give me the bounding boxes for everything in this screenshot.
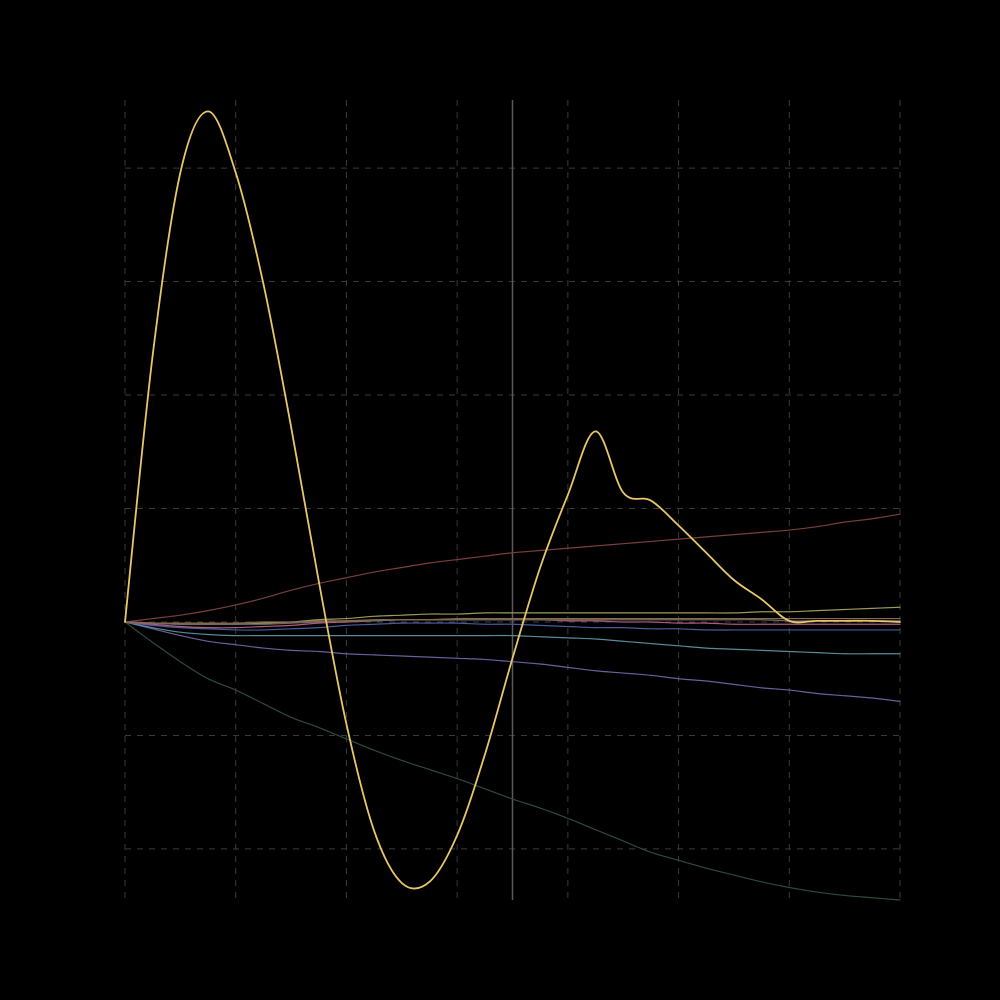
line-chart (0, 0, 1000, 1000)
chart-area (0, 0, 1000, 1000)
chart-background (0, 0, 1000, 1000)
